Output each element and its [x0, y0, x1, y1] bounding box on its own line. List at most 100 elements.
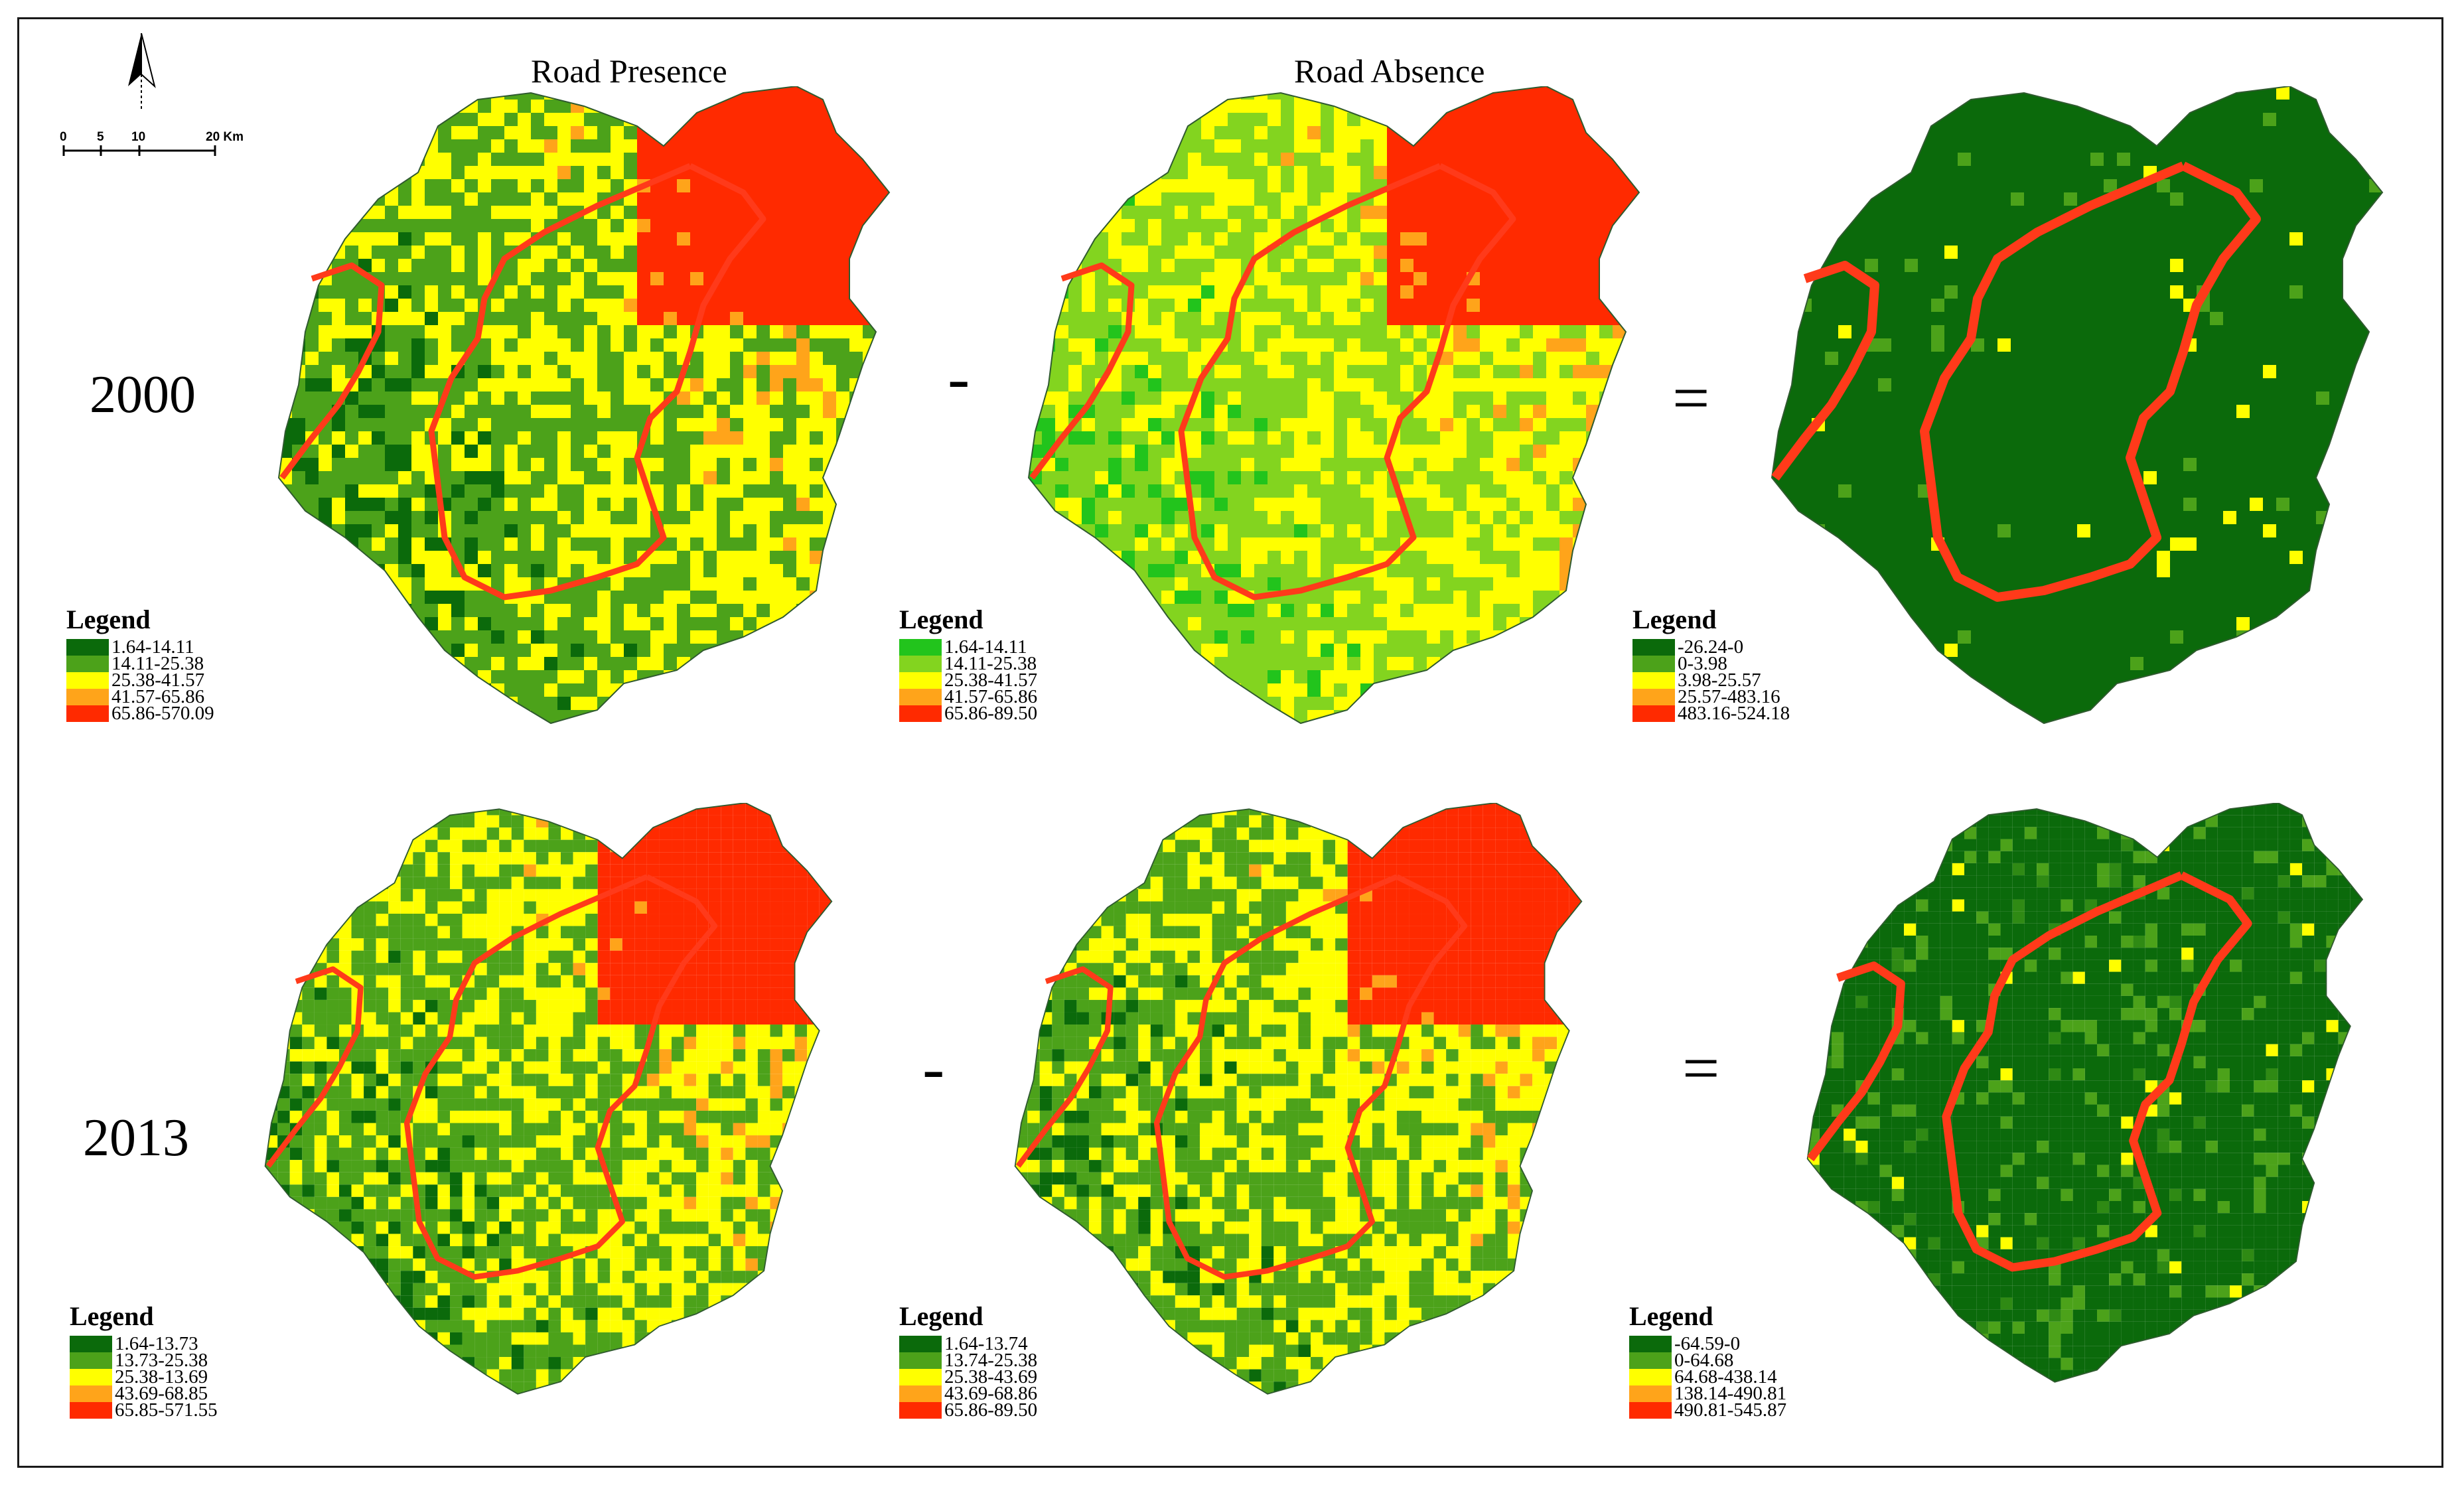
raster-cell: [717, 577, 730, 591]
raster-cell: [1626, 338, 1639, 352]
raster-cell: [345, 683, 358, 697]
raster-cell: [889, 246, 903, 259]
raster-cell: [372, 577, 385, 591]
raster-cell: [1413, 312, 1427, 325]
raster-cell: [557, 153, 571, 166]
raster-cell: [265, 246, 279, 259]
raster-cell: [1666, 272, 1679, 285]
raster-cell: [584, 405, 597, 418]
raster-cell: [1573, 391, 1586, 405]
raster-cell: [491, 431, 504, 445]
raster-cell: [836, 498, 849, 511]
raster-cell: [1573, 285, 1586, 299]
raster-cell: [1440, 591, 1453, 604]
raster-cell: [345, 697, 358, 710]
raster-cell: [1360, 697, 1374, 710]
raster-cell: [611, 604, 624, 617]
raster-cell: [1135, 405, 1148, 418]
raster-cell: [1559, 338, 1573, 352]
raster-cell: [557, 551, 571, 564]
raster-cell: [677, 113, 690, 126]
raster-cell: [1201, 511, 1214, 524]
raster-cell: [597, 418, 611, 431]
raster-cell: [664, 630, 677, 644]
raster-cell: [1520, 683, 1533, 697]
raster-cell: [491, 312, 504, 325]
raster-cell: [1440, 206, 1453, 219]
raster-cell: [597, 232, 611, 246]
raster-cell: [451, 338, 465, 352]
raster-cell: [478, 365, 491, 378]
raster-cell: [903, 391, 916, 405]
raster-cell: [1321, 232, 1334, 246]
raster-cell: [1586, 723, 1599, 730]
raster-cell: [1321, 445, 1334, 458]
raster-cell: [703, 391, 717, 405]
raster-cell: [411, 405, 425, 418]
raster-cell: [836, 511, 849, 524]
raster-cell: [332, 338, 345, 352]
raster-cell: [398, 418, 411, 431]
raster-cell: [1374, 259, 1387, 272]
raster-cell: [1228, 537, 1241, 551]
raster-cell: [903, 418, 916, 431]
raster-cell: [425, 100, 438, 113]
raster-cell: [611, 697, 624, 710]
raster-cell: [1082, 591, 1095, 604]
raster-cell: [1148, 405, 1161, 418]
raster-cell: [836, 272, 849, 285]
raster-cell: [1533, 391, 1546, 405]
raster-cell: [783, 564, 796, 577]
raster-cell: [1613, 299, 1626, 312]
raster-cell: [916, 113, 929, 126]
raster-cell: [624, 431, 637, 445]
raster-cell: [757, 86, 770, 100]
raster-cell: [531, 365, 544, 378]
raster-cell: [279, 723, 292, 730]
raster-cell: [1082, 312, 1095, 325]
raster-cell: [1254, 617, 1268, 630]
raster-cell: [1639, 365, 1652, 378]
raster-cell: [584, 113, 597, 126]
raster-cell: [1347, 153, 1360, 166]
raster-cell: [1042, 591, 1055, 604]
raster-cell: [1613, 458, 1626, 471]
raster-cell: [1440, 498, 1453, 511]
raster-cell: [332, 285, 345, 299]
raster-cell: [372, 352, 385, 365]
raster-cell: [1108, 498, 1122, 511]
raster-cell: [1201, 670, 1214, 683]
raster-cell: [1506, 246, 1520, 259]
raster-cell: [810, 431, 823, 445]
raster-cell: [1626, 471, 1639, 484]
raster-cell: [690, 697, 703, 710]
raster-cell: [1334, 697, 1347, 710]
raster-cell: [1281, 325, 1294, 338]
raster-cell: [557, 418, 571, 431]
raster-cell: [491, 285, 504, 299]
raster-cell: [1427, 617, 1440, 630]
raster-cell: [465, 644, 478, 657]
raster-cell: [770, 338, 783, 352]
raster-cell: [1228, 405, 1241, 418]
raster-cell: [876, 126, 889, 139]
raster-cell: [876, 153, 889, 166]
raster-cell: [1175, 670, 1188, 683]
raster-cell: [1413, 657, 1427, 670]
raster-cell: [624, 697, 637, 710]
raster-cell: [783, 458, 796, 471]
raster-cell: [1374, 524, 1387, 537]
raster-cell: [411, 378, 425, 391]
raster-cell: [1559, 139, 1573, 153]
raster-cell: [743, 484, 757, 498]
raster-cell: [730, 405, 743, 418]
raster-cell: [770, 644, 783, 657]
raster-cell: [425, 206, 438, 219]
raster-cell: [372, 445, 385, 458]
raster-cell: [1122, 232, 1135, 246]
raster-cell: [730, 604, 743, 617]
raster-cell: [1599, 219, 1613, 232]
raster-cell: [1122, 644, 1135, 657]
raster-cell: [557, 179, 571, 192]
raster-cell: [1599, 657, 1613, 670]
